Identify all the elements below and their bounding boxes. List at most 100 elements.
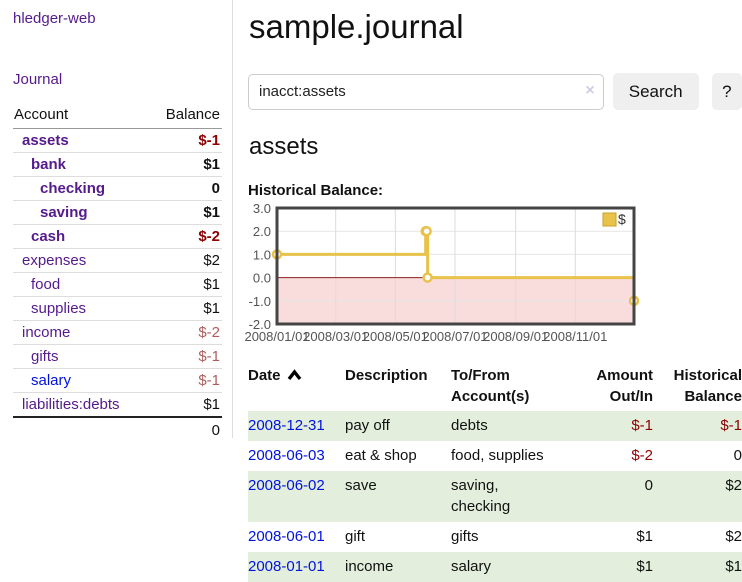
svg-text:-2.0: -2.0	[249, 317, 271, 332]
accounts-header-account: Account	[13, 103, 150, 129]
account-balance: $1	[149, 272, 222, 297]
svg-text:2008/09/01: 2008/09/01	[483, 329, 548, 344]
transaction-balance-cell: $2	[725, 476, 742, 494]
transaction-amount-cell: $-1	[631, 417, 653, 434]
transaction-description-cell: eat & shop	[345, 446, 417, 464]
app-brand-link[interactable]: hledger-web	[13, 10, 96, 27]
transaction-accounts-cell: food, supplies	[451, 446, 544, 464]
account-row: checking 0	[13, 176, 222, 201]
register-row: 2008-06-01 gift gifts $1 $2	[248, 522, 742, 552]
transaction-date-link[interactable]: 2008-01-01	[248, 557, 325, 575]
clear-search-icon[interactable]: ×	[585, 81, 595, 99]
transaction-date-cell: 2008-06-03	[248, 441, 345, 471]
transaction-balance-cell: $1	[725, 557, 742, 575]
transaction-date-cell: 2008-06-01	[248, 522, 345, 552]
transaction-amount-cell: $1	[636, 557, 653, 575]
transaction-amount-cell: 0	[644, 476, 653, 494]
account-balance: $1	[149, 152, 222, 177]
account-link-expenses[interactable]: expenses	[22, 252, 87, 269]
sidebar: hledger-web Journal Account Balance asse…	[0, 0, 233, 442]
account-row: supplies $1	[13, 296, 222, 321]
account-link-cash[interactable]: cash	[31, 228, 66, 245]
account-balance: $1	[149, 296, 222, 321]
account-link-food[interactable]: food	[31, 276, 61, 293]
transaction-description-cell: gift	[345, 528, 366, 545]
svg-text:2008/11/01: 2008/11/01	[543, 329, 607, 344]
svg-text:2008/07/01: 2008/07/01	[422, 329, 487, 344]
account-balance: $-2	[149, 224, 222, 249]
account-row: gifts $-1	[13, 344, 222, 369]
main-content: sample.journal × Search ? assets Histori…	[244, 0, 742, 582]
help-button[interactable]: ?	[711, 73, 742, 110]
transaction-date-link[interactable]: 2008-06-03	[248, 446, 325, 464]
account-link-income[interactable]: income	[22, 324, 71, 341]
transaction-accounts-cell: gifts	[451, 528, 479, 545]
transaction-date-link[interactable]: 2008-06-01	[248, 528, 325, 545]
register-header-row: Date Description To/From Account(s) Amou…	[248, 361, 742, 411]
account-link-liabilities-debts[interactable]: liabilities:debts	[22, 396, 120, 413]
register-header-description: Description	[345, 367, 428, 384]
account-row: saving $1	[13, 200, 222, 225]
svg-text:2.0: 2.0	[253, 224, 271, 239]
account-balance: $-1	[149, 368, 222, 393]
accounts-header-balance: Balance	[149, 103, 222, 129]
account-heading: assets	[249, 133, 319, 160]
account-row: liabilities:debts $1	[13, 392, 222, 417]
transaction-description-cell: save	[345, 476, 377, 494]
account-balance: 0	[149, 176, 222, 201]
accounts-total-value: 0	[149, 416, 222, 442]
search-button[interactable]: Search	[612, 73, 699, 110]
search-bar: × Search ?	[248, 73, 742, 110]
accounts-balance-table: Account Balance assets $-1 bank $1 checking 0…	[13, 103, 222, 442]
account-balance: $1	[149, 392, 222, 417]
chart-title: Historical Balance:	[248, 182, 384, 199]
transaction-amount-cell: $-2	[631, 446, 653, 464]
account-link-checking[interactable]: checking	[40, 180, 106, 197]
register-header-amount: Amount Out/In	[596, 367, 653, 405]
account-link-salary[interactable]: salary	[31, 372, 72, 389]
account-link-saving[interactable]: saving	[40, 204, 88, 221]
transaction-date-cell: 2008-01-01	[248, 552, 345, 582]
register-header-balance: Historical Balance	[673, 367, 742, 405]
transaction-date-cell: 2008-06-02	[248, 471, 345, 523]
register-row: 2008-06-02 save saving, checking 0 $2	[248, 470, 742, 523]
register-header-accounts: To/From Account(s)	[451, 367, 530, 405]
account-link-supplies[interactable]: supplies	[31, 300, 87, 317]
account-row: bank $1	[13, 152, 222, 177]
register-header-date[interactable]: Date	[248, 361, 345, 411]
account-row: assets $-1	[13, 128, 222, 153]
register-row: 2008-12-31 pay off debts $-1 $-1	[248, 411, 742, 441]
search-input[interactable]	[248, 73, 604, 110]
accounts-total-row: 0	[13, 416, 222, 442]
account-row: salary $-1	[13, 368, 222, 393]
transaction-balance-cell: 0	[733, 446, 742, 464]
svg-text:$: $	[618, 211, 626, 227]
register-table: Date Description To/From Account(s) Amou…	[248, 361, 742, 582]
transaction-date-link[interactable]: 2008-12-31	[248, 417, 325, 434]
transaction-amount-cell: $1	[636, 528, 653, 545]
accounts-header-row: Account Balance	[13, 103, 222, 129]
transaction-accounts-cell: debts	[451, 417, 488, 434]
account-balance: $-2	[149, 320, 222, 345]
transaction-date-link[interactable]: 2008-06-02	[248, 476, 325, 494]
register-row: 2008-01-01 income salary $1 $1	[248, 551, 742, 582]
account-link-gifts[interactable]: gifts	[31, 348, 59, 365]
account-link-assets[interactable]: assets	[22, 132, 69, 149]
historical-balance-chart: $3.0 2.0 1.0 0.0 -1.0 -2.0 2008/01/01 2008/03/0…	[244, 201, 742, 353]
transaction-description-cell: pay off	[345, 417, 390, 434]
account-balance: $-1	[149, 128, 222, 153]
svg-text:0.0: 0.0	[253, 271, 271, 286]
account-link-bank[interactable]: bank	[31, 156, 67, 173]
account-balance: $-1	[149, 344, 222, 369]
sidebar-item-journal[interactable]: Journal	[13, 71, 63, 88]
svg-text:3.0: 3.0	[253, 201, 271, 216]
sort-ascending-icon	[287, 369, 301, 381]
svg-text:-1.0: -1.0	[249, 294, 271, 309]
transaction-date-cell: 2008-12-31	[248, 411, 345, 441]
transaction-description-cell: income	[345, 557, 394, 575]
account-row: food $1	[13, 272, 222, 297]
account-row: cash $-2	[13, 224, 222, 249]
svg-text:2008/05/01: 2008/05/01	[363, 329, 428, 344]
page-title: sample.journal	[249, 8, 464, 45]
account-balance: $2	[149, 248, 222, 273]
